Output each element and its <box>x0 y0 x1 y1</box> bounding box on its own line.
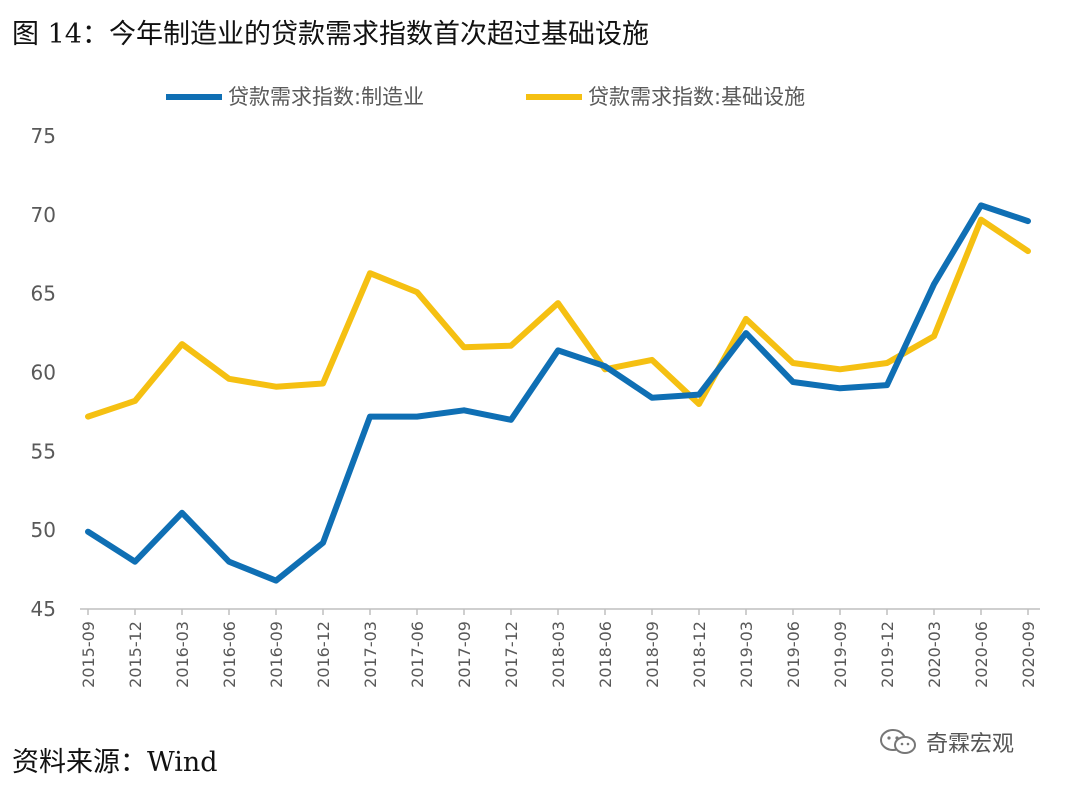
x-tick-label: 2016-09 <box>267 621 286 688</box>
x-tick-label: 2018-12 <box>690 621 709 688</box>
x-tick-label: 2018-09 <box>643 621 662 688</box>
x-tick-label: 2015-09 <box>79 621 98 688</box>
y-tick-label: 55 <box>31 439 56 463</box>
x-tick-label: 2017-03 <box>361 621 380 688</box>
x-tick-label: 2020-09 <box>1019 621 1038 688</box>
y-tick-label: 65 <box>31 282 56 306</box>
x-tick-label: 2019-09 <box>831 621 850 688</box>
legend-label-manufacturing: 贷款需求指数:制造业 <box>228 85 424 109</box>
x-tick-label: 2017-12 <box>502 621 521 688</box>
x-tick-label: 2016-12 <box>314 621 333 688</box>
x-tick-label: 2016-06 <box>220 621 239 688</box>
watermark-text: 奇霖宏观 <box>926 732 1015 757</box>
legend-item-manufacturing: 贷款需求指数:制造业 <box>166 85 424 109</box>
x-tick-label: 2015-12 <box>126 621 145 688</box>
y-axis: 45 50 55 60 65 70 75 <box>31 124 56 621</box>
figure-title: 图 14：今年制造业的贷款需求指数首次超过基础设施 <box>12 19 649 50</box>
x-tick-label: 2019-06 <box>784 621 803 688</box>
wechat-icon <box>880 729 916 754</box>
series-layer <box>85 202 1031 584</box>
x-tick-label: 2017-09 <box>455 621 474 688</box>
y-tick-label: 60 <box>31 361 56 385</box>
y-tick-label: 75 <box>31 124 56 148</box>
y-tick-label: 45 <box>31 597 56 621</box>
x-tick-label: 2020-03 <box>925 621 944 688</box>
x-tick-label: 2018-06 <box>596 621 615 688</box>
watermark: 奇霖宏观 <box>878 726 1014 758</box>
series-line-infrastructure <box>85 216 1031 420</box>
x-tick-label: 2020-06 <box>972 621 991 688</box>
x-tick-label: 2017-06 <box>408 621 427 688</box>
y-tick-label: 50 <box>31 518 56 542</box>
x-tick-label: 2016-03 <box>173 621 192 688</box>
legend: 贷款需求指数:制造业 贷款需求指数:基础设施 <box>166 85 805 109</box>
y-tick-label: 70 <box>31 203 56 227</box>
legend-item-infrastructure: 贷款需求指数:基础设施 <box>526 85 805 109</box>
series-line-manufacturing <box>85 202 1031 584</box>
x-axis: 2015-09 2015-12 2016-03 2016-06 2016-09 2016-… <box>79 608 1040 688</box>
source-note: 资料来源：Wind <box>12 747 218 778</box>
x-tick-label: 2019-12 <box>878 621 897 688</box>
x-tick-label: 2019-03 <box>737 621 756 688</box>
x-tick-label: 2018-03 <box>549 621 568 688</box>
legend-label-infrastructure: 贷款需求指数:基础设施 <box>588 85 805 109</box>
